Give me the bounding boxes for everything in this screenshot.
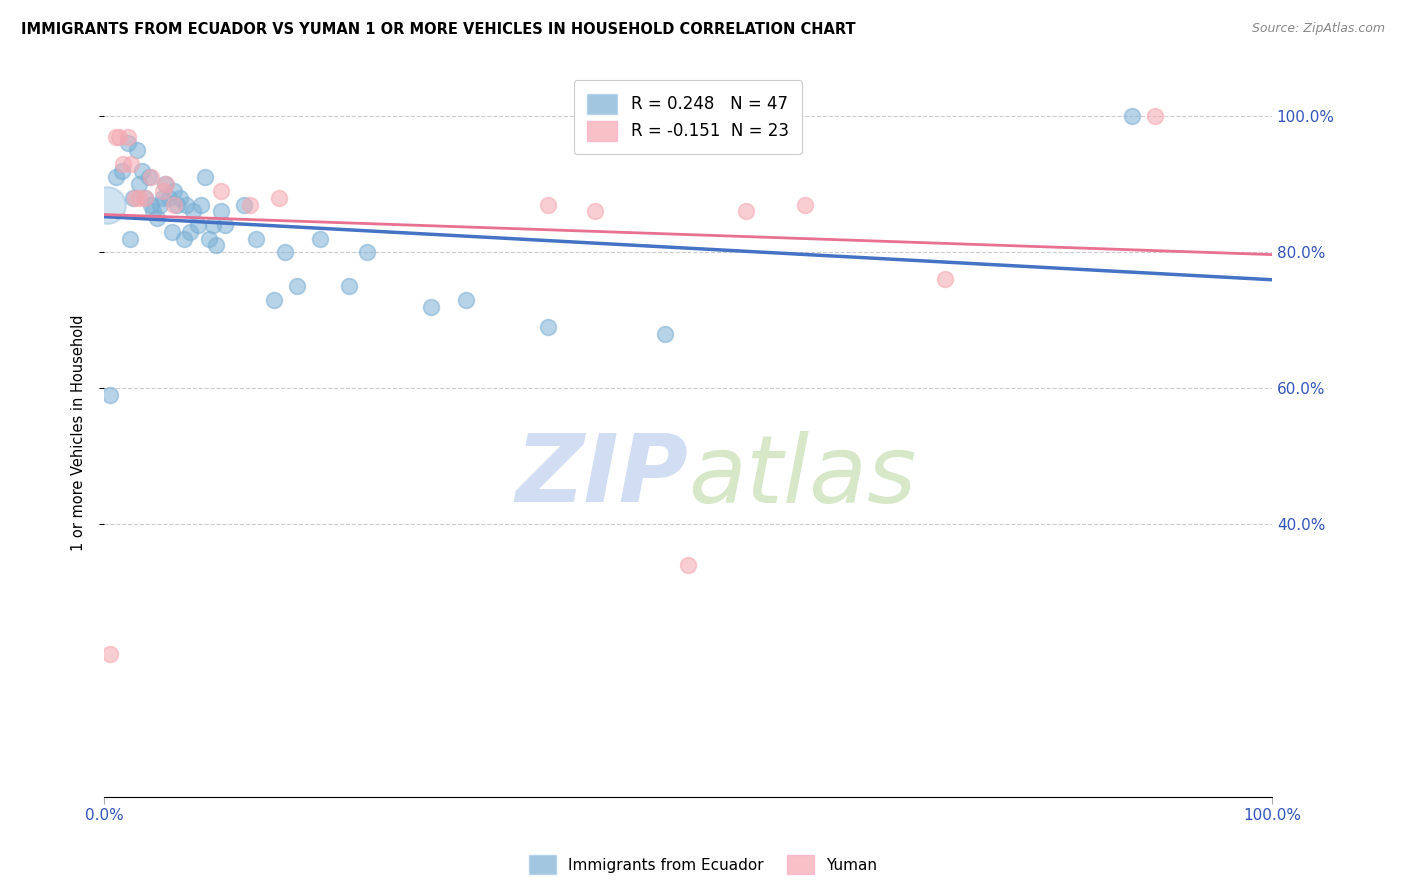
Point bbox=[169, 191, 191, 205]
Point bbox=[583, 204, 606, 219]
Point bbox=[209, 204, 232, 219]
Point bbox=[163, 184, 186, 198]
Point bbox=[98, 647, 121, 661]
Point bbox=[120, 157, 142, 171]
Point bbox=[96, 197, 118, 211]
Point bbox=[152, 184, 174, 198]
Point bbox=[179, 225, 201, 239]
Point bbox=[245, 232, 267, 246]
Point bbox=[285, 279, 308, 293]
Text: IMMIGRANTS FROM ECUADOR VS YUMAN 1 OR MORE VEHICLES IN HOUSEHOLD CORRELATION CHA: IMMIGRANTS FROM ECUADOR VS YUMAN 1 OR MO… bbox=[21, 22, 856, 37]
Point bbox=[166, 197, 188, 211]
Point bbox=[269, 191, 291, 205]
Point bbox=[138, 170, 160, 185]
Point bbox=[201, 218, 224, 232]
Point bbox=[163, 197, 186, 211]
Point bbox=[152, 191, 174, 205]
Point bbox=[139, 170, 162, 185]
Point bbox=[117, 129, 139, 144]
Point bbox=[149, 197, 172, 211]
Point bbox=[111, 157, 134, 171]
Point bbox=[125, 143, 148, 157]
Point bbox=[934, 272, 956, 286]
Point bbox=[198, 232, 221, 246]
Point bbox=[104, 170, 127, 185]
Point bbox=[131, 163, 153, 178]
Point bbox=[153, 178, 176, 192]
Point bbox=[142, 204, 165, 219]
Point bbox=[122, 191, 145, 205]
Point bbox=[134, 191, 156, 205]
Point bbox=[233, 197, 256, 211]
Point bbox=[98, 388, 121, 402]
Point bbox=[124, 191, 146, 205]
Point bbox=[160, 225, 183, 239]
Point bbox=[187, 218, 209, 232]
Point bbox=[108, 129, 131, 144]
Point bbox=[239, 197, 262, 211]
Point bbox=[104, 129, 127, 144]
Point bbox=[209, 184, 232, 198]
Point bbox=[181, 204, 204, 219]
Point bbox=[205, 238, 228, 252]
Point bbox=[118, 232, 141, 246]
Point bbox=[263, 293, 285, 307]
Point bbox=[356, 245, 378, 260]
Point bbox=[537, 197, 560, 211]
Point bbox=[214, 218, 236, 232]
Point bbox=[155, 178, 177, 192]
Point bbox=[111, 163, 134, 178]
Point bbox=[157, 191, 180, 205]
Point bbox=[1121, 109, 1143, 123]
Point bbox=[339, 279, 361, 293]
Point bbox=[676, 558, 699, 573]
Point bbox=[456, 293, 478, 307]
Legend: R = 0.248   N = 47, R = -0.151  N = 23: R = 0.248 N = 47, R = -0.151 N = 23 bbox=[574, 80, 801, 154]
Text: atlas: atlas bbox=[688, 431, 917, 522]
Point bbox=[420, 300, 443, 314]
Point bbox=[174, 197, 197, 211]
Point bbox=[654, 326, 676, 341]
Point bbox=[190, 197, 212, 211]
Point bbox=[139, 197, 162, 211]
Point bbox=[537, 320, 560, 334]
Point bbox=[735, 204, 758, 219]
Text: Source: ZipAtlas.com: Source: ZipAtlas.com bbox=[1251, 22, 1385, 36]
Point bbox=[309, 232, 332, 246]
Point bbox=[274, 245, 297, 260]
Point bbox=[128, 178, 150, 192]
Legend: Immigrants from Ecuador, Yuman: Immigrants from Ecuador, Yuman bbox=[523, 849, 883, 880]
Point bbox=[117, 136, 139, 151]
Point bbox=[128, 191, 150, 205]
Point bbox=[173, 232, 195, 246]
Point bbox=[793, 197, 815, 211]
Y-axis label: 1 or more Vehicles in Household: 1 or more Vehicles in Household bbox=[72, 314, 86, 551]
Point bbox=[194, 170, 217, 185]
Point bbox=[1144, 109, 1167, 123]
Point bbox=[146, 211, 169, 226]
Text: ZIP: ZIP bbox=[515, 430, 688, 523]
Point bbox=[134, 191, 156, 205]
